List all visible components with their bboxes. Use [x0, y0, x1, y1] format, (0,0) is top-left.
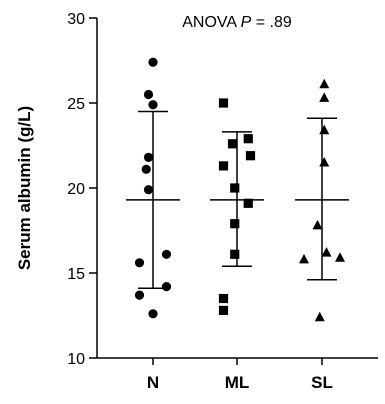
y-tick-label: 25: [67, 96, 85, 113]
anova-p-symbol: P: [241, 14, 252, 31]
data-point-square: [227, 139, 238, 149]
x-tick-label: ML: [225, 373, 250, 392]
data-point-circle: [141, 164, 151, 174]
series-sl: [295, 78, 349, 322]
data-point-square: [230, 249, 240, 259]
data-point-circle: [134, 258, 145, 268]
data-point-triangle: [319, 78, 330, 89]
data-point-circle: [148, 57, 158, 67]
data-point-square: [230, 183, 240, 193]
data-point-square: [218, 161, 229, 171]
x-tick-label: SL: [311, 373, 333, 392]
data-point-triangle: [321, 247, 332, 257]
y-tick-label: 15: [67, 266, 85, 283]
data-point-square: [245, 151, 256, 161]
data-point-square: [218, 305, 229, 315]
data-point-triangle: [312, 219, 323, 230]
y-axis-label: Serum albumin (g/L): [15, 106, 34, 270]
data-point-circle: [148, 309, 158, 319]
data-point-triangle: [319, 92, 330, 102]
series-n: [126, 57, 180, 319]
anova-annotation: ANOVA P = .89: [182, 14, 292, 31]
y-axis: 10 15 20 25 30: [67, 11, 98, 368]
data-point-triangle: [299, 253, 309, 264]
data-point-circle: [161, 282, 172, 292]
plot-area: [126, 57, 349, 322]
x-axis: N ML SL: [97, 357, 378, 392]
data-point-circle: [143, 89, 154, 100]
data-point-circle: [143, 152, 154, 162]
anova-p-value: = .89: [251, 14, 292, 31]
data-point-square: [243, 134, 253, 144]
data-point-circle: [143, 185, 154, 195]
data-point-triangle: [314, 311, 325, 322]
anova-prefix: ANOVA: [182, 14, 240, 31]
data-point-square: [230, 219, 240, 229]
y-tick-label: 20: [67, 181, 85, 198]
series-ml: [210, 98, 264, 315]
data-point-circle: [148, 100, 158, 110]
data-point-square: [218, 293, 229, 304]
x-tick-label: N: [147, 373, 159, 392]
y-tick-label: 10: [67, 351, 85, 368]
data-point-square: [218, 98, 229, 108]
data-point-square: [243, 198, 253, 208]
y-tick-label: 30: [67, 11, 85, 28]
data-point-circle: [134, 290, 145, 300]
data-point-triangle: [319, 157, 330, 167]
data-point-triangle: [335, 252, 345, 262]
data-point-triangle: [319, 124, 330, 135]
data-point-circle: [161, 249, 172, 259]
